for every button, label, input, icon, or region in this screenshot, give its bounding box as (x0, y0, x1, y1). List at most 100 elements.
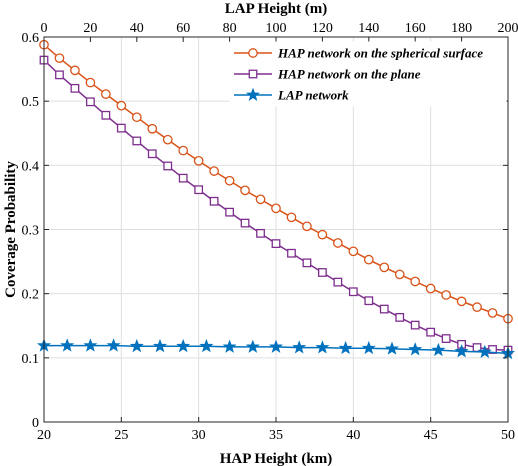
x2-tick-label: 120 (312, 21, 333, 36)
marker-square (116, 123, 126, 133)
marker-square (178, 173, 188, 183)
marker-circle (116, 100, 127, 111)
top-x-axis-title: LAP Height (m) (225, 1, 328, 17)
y-axis-title: Coverage Probability (3, 161, 19, 298)
marker-square (364, 296, 374, 306)
marker-square (410, 320, 420, 330)
y-tick-label: 0 (32, 416, 39, 431)
x-tick-label: 20 (37, 428, 51, 443)
marker-square (101, 110, 111, 120)
legend-label: HAP network on the spherical surface (277, 46, 483, 61)
marker-star (361, 340, 376, 355)
marker-circle (271, 203, 281, 214)
marker-star (199, 338, 214, 353)
marker-square (317, 268, 327, 277)
marker-square (248, 69, 258, 79)
marker-circle (248, 48, 258, 58)
marker-star (408, 342, 423, 356)
x-tick-label: 30 (192, 428, 206, 443)
series-1 (39, 55, 513, 355)
marker-circle (147, 123, 158, 134)
y-tick-label: 0.5 (22, 95, 40, 110)
marker-star (385, 341, 399, 355)
marker-star (222, 339, 237, 353)
marker-circle (224, 175, 235, 186)
marker-square (86, 97, 95, 107)
marker-star (315, 340, 330, 354)
marker-star (269, 339, 283, 353)
marker-star (129, 338, 144, 353)
marker-square (426, 327, 436, 337)
marker-circle (410, 276, 421, 287)
marker-square (488, 345, 497, 354)
marker-square (225, 207, 235, 217)
marker-square (70, 83, 80, 93)
marker-square (147, 149, 157, 159)
marker-star (454, 344, 469, 358)
marker-star (338, 340, 353, 355)
marker-star (176, 338, 191, 353)
legend: HAP network on the spherical surface HAP … (229, 41, 507, 107)
marker-circle (425, 283, 436, 294)
marker-circle (162, 134, 173, 145)
x-tick-label: 50 (501, 428, 515, 443)
marker-circle (101, 89, 111, 99)
marker-square (348, 287, 358, 297)
marker-circle (70, 65, 80, 76)
marker-square (163, 161, 173, 171)
legend-box (229, 41, 507, 107)
marker-square (271, 239, 281, 249)
y-tick-label: 0.4 (22, 159, 40, 174)
marker-circle (255, 194, 266, 205)
marker-circle (317, 229, 328, 240)
marker-star (83, 338, 98, 352)
marker-circle (487, 308, 498, 318)
marker-star (153, 338, 167, 353)
x2-tick-label: 40 (130, 21, 144, 36)
series-0 (39, 39, 513, 324)
x-axis-title: HAP Height (km) (220, 451, 333, 466)
marker-circle (363, 254, 374, 265)
marker-star (106, 338, 121, 352)
marker-square (194, 185, 204, 195)
marker-square (333, 277, 343, 287)
marker-square (240, 218, 250, 228)
marker-circle (240, 185, 250, 196)
series-layer (37, 39, 515, 360)
marker-circle (472, 302, 482, 312)
y-tick-label: 0.2 (22, 288, 40, 303)
marker-square (287, 248, 296, 258)
x2-tick-label: 0 (41, 21, 48, 36)
marker-circle (286, 212, 297, 223)
x2-tick-label: 200 (498, 21, 518, 36)
marker-circle (394, 269, 405, 280)
x-tick-label: 25 (114, 428, 128, 443)
marker-circle (178, 145, 189, 156)
legend-label: LAP network (277, 88, 349, 103)
marker-square (209, 196, 219, 206)
y-tick-label: 0.3 (22, 224, 40, 239)
marker-square (256, 228, 265, 238)
marker-circle (193, 155, 204, 166)
x-tick-label: 40 (346, 428, 360, 443)
marker-circle (348, 246, 359, 257)
series-2 (37, 338, 515, 360)
marker-circle (54, 53, 65, 64)
marker-circle (131, 112, 142, 123)
x2-tick-label: 100 (266, 21, 287, 36)
marker-square (441, 334, 451, 343)
marker-square (55, 70, 64, 80)
x2-tick-label: 180 (451, 21, 472, 36)
y-tick-label: 0.6 (22, 31, 40, 46)
marker-circle (441, 290, 451, 300)
marker-star (245, 339, 260, 353)
marker-star (60, 338, 75, 352)
y-tick-label: 0.1 (22, 352, 40, 367)
ticks: 20 25 30 35 40 45 500 20 40 60 80 100 120 140 160 180 20… (22, 21, 518, 443)
x-tick-label: 35 (269, 428, 283, 443)
marker-star (477, 344, 492, 358)
marker-circle (302, 221, 312, 232)
marker-star (292, 340, 307, 354)
marker-circle (209, 166, 219, 176)
